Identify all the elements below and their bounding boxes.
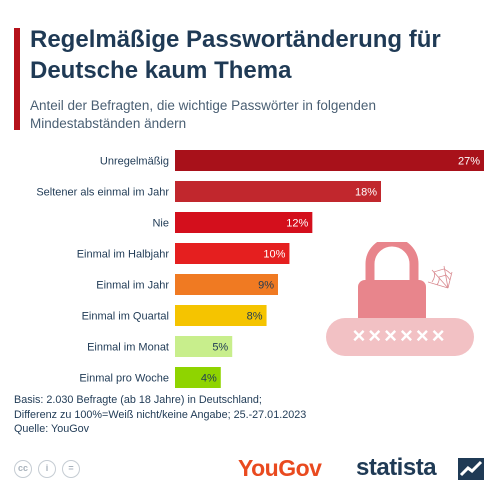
bar[interactable]: [175, 181, 381, 202]
statista-mark-icon: [458, 458, 484, 480]
bar[interactable]: [175, 274, 278, 295]
value-label: 8%: [247, 311, 263, 323]
value-label: 9%: [258, 280, 274, 292]
category-label: Einmal pro Woche: [79, 373, 169, 385]
value-label: 27%: [458, 156, 480, 168]
category-label: Nie: [152, 218, 169, 230]
password-field: [326, 318, 474, 356]
lock-shackle-icon: [365, 242, 419, 284]
bar[interactable]: [175, 336, 233, 357]
bar-chart: Unregelmäßig 27% Seltener als einmal im Ja…: [36, 150, 484, 388]
chart-title: Regelmäßige Passwortänderung für Deutsch…: [30, 26, 441, 84]
lock-icon: [358, 280, 426, 326]
footer-notes: Basis: 2.030 Befragte (ab 18 Jahre) in D…: [14, 393, 484, 437]
footer-source: Quelle: YouGov: [14, 423, 90, 435]
no-derivatives-icon[interactable]: =: [62, 460, 80, 478]
footer-basis: Basis: 2.030 Befragte (ab 18 Jahre) in D…: [14, 394, 262, 406]
bar[interactable]: [175, 243, 290, 264]
cc-icon[interactable]: cc: [14, 460, 32, 478]
value-label: 5%: [212, 342, 228, 354]
category-label: Einmal im Quartal: [82, 311, 169, 323]
category-label: Einmal im Monat: [87, 342, 169, 354]
value-label: 12%: [286, 218, 308, 230]
category-label: Einmal im Halbjahr: [77, 249, 170, 261]
value-label: 18%: [355, 187, 377, 199]
bar[interactable]: [175, 305, 267, 326]
spiderweb-icon: [427, 265, 453, 289]
title-accent-bar: [14, 28, 20, 130]
bar[interactable]: [175, 150, 484, 171]
chart-subtitle: Anteil der Befragten, die wichtige Passw…: [30, 98, 376, 131]
category-label: Einmal im Jahr: [96, 280, 169, 292]
footer-note: Differenz zu 100%=Weiß nicht/keine Angab…: [14, 408, 307, 421]
license-icons: cc i =: [14, 460, 80, 478]
value-label: 10%: [263, 249, 285, 261]
yougov-logo[interactable]: YouGov: [238, 455, 322, 481]
password-illustration: ××××××: [326, 242, 474, 356]
category-label: Unregelmäßig: [100, 156, 169, 168]
category-label: Seltener als einmal im Jahr: [36, 187, 169, 199]
attribution-icon[interactable]: i: [38, 460, 56, 478]
bar[interactable]: [175, 367, 221, 388]
password-mask: ××××××: [352, 323, 447, 348]
statista-logo[interactable]: statista: [356, 454, 437, 481]
bar[interactable]: [175, 212, 313, 233]
value-label: 4%: [201, 373, 217, 385]
